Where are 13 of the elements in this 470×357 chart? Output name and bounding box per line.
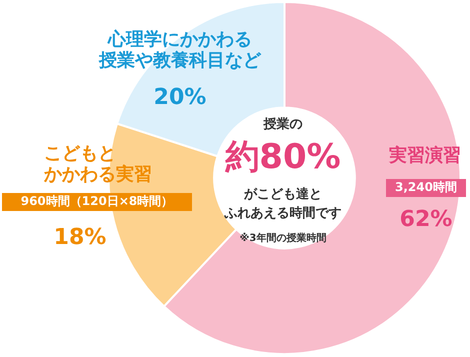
- slice-label: こどもとかかわる実習: [44, 143, 153, 186]
- data-label: 62%: [398, 207, 454, 232]
- slice-label: 実習演習: [388, 145, 462, 167]
- text: 約80%: [224, 137, 342, 178]
- text: ふれあえる時間です: [223, 206, 342, 222]
- data-label: 18%: [52, 225, 108, 250]
- text: 3,240時間: [386, 179, 466, 197]
- text: ※3年間の授業時間: [238, 233, 328, 244]
- text: 授業の: [262, 117, 304, 133]
- slice-label: 心理学にかかわる授業や教養科目など: [98, 29, 262, 72]
- text: 960時間（120日×8時間）: [2, 193, 192, 211]
- data-label: 20%: [152, 85, 208, 110]
- text: がこども達と: [243, 187, 323, 203]
